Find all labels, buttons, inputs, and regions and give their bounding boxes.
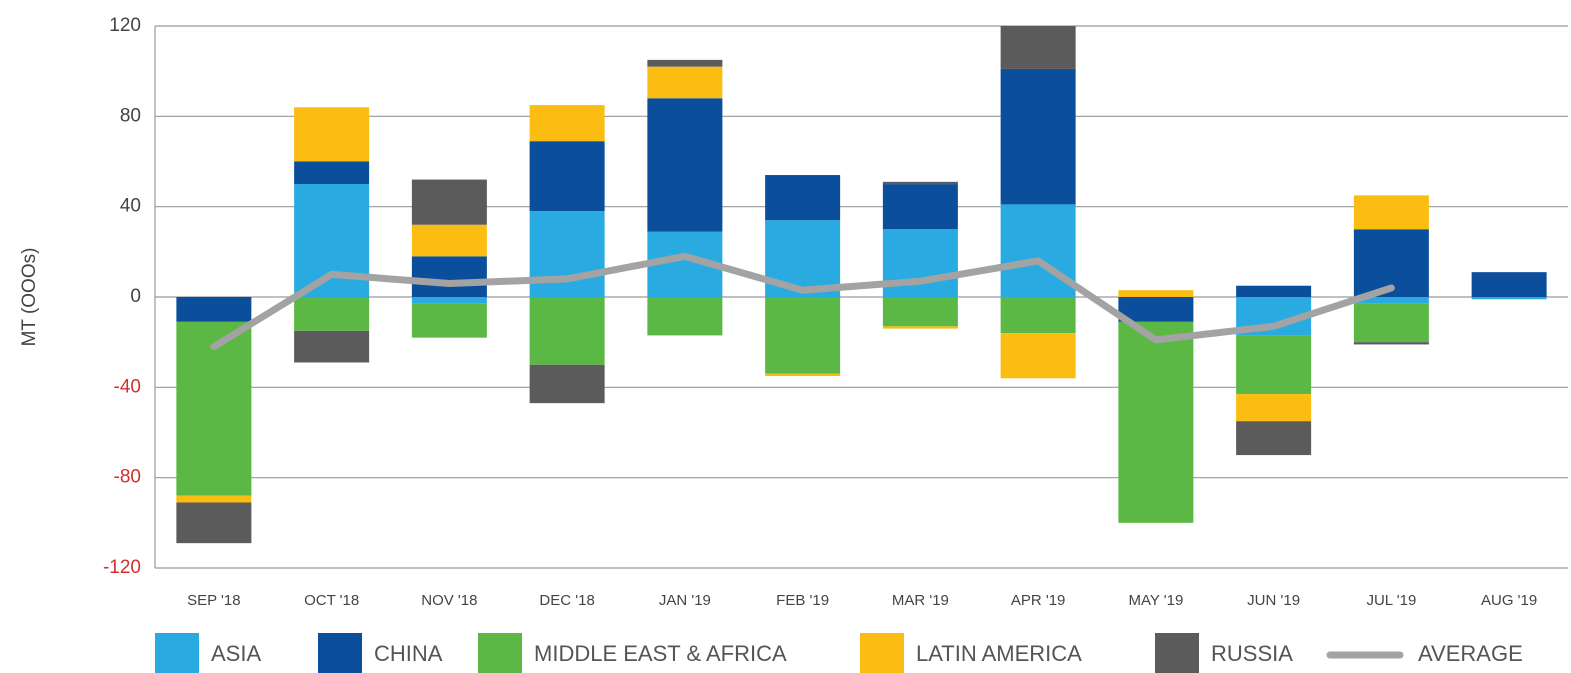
bar-segment [176, 321, 252, 496]
bar-segment [1236, 285, 1312, 297]
x-tick-label: OCT '18 [304, 592, 359, 609]
x-tick-label: NOV '18 [421, 592, 477, 609]
y-tick-label: 80 [120, 105, 141, 126]
x-tick-label: AUG '19 [1481, 592, 1537, 609]
legend-label: RUSSIA [1211, 641, 1293, 666]
x-tick-label: JUN '19 [1247, 592, 1300, 609]
bar-segment [176, 297, 252, 322]
y-tick-label: -40 [114, 376, 141, 397]
y-tick-label: -120 [103, 557, 141, 578]
bar-segment [647, 297, 723, 336]
bar-segment [1000, 204, 1076, 297]
bar-segment [294, 107, 370, 162]
bar-segment [647, 59, 723, 67]
y-tick-label: 40 [120, 196, 141, 217]
legend-swatch [155, 633, 199, 673]
legend-label: ASIA [211, 641, 261, 666]
x-tick-label: APR '19 [1011, 592, 1066, 609]
y-tick-label: 0 [130, 286, 141, 307]
bar-segment [529, 105, 605, 142]
bar-segment [882, 184, 958, 230]
bar-segment [1353, 297, 1429, 304]
bar-segment [1236, 335, 1312, 395]
legend-label: MIDDLE EAST & AFRICA [534, 641, 787, 666]
x-tick-label: MAY '19 [1128, 592, 1183, 609]
bar-segment [411, 256, 487, 297]
bar-segment [1000, 297, 1076, 334]
bar-segment [1471, 272, 1547, 297]
bar-segment [882, 181, 958, 185]
bar-segment [1000, 68, 1076, 205]
legend-swatch [860, 633, 904, 673]
x-tick-label: DEC '18 [539, 592, 594, 609]
bar-segment [1353, 342, 1429, 345]
x-tick-label: JAN '19 [659, 592, 711, 609]
bar-segment [411, 297, 487, 304]
bar-segment [1471, 297, 1547, 300]
bar-segment [294, 330, 370, 363]
bar-segment [529, 297, 605, 365]
bar-segment [1236, 394, 1312, 422]
legend-label: AVERAGE [1418, 641, 1523, 666]
bar-segment [411, 179, 487, 225]
y-axis-label: MT (OOOs) [19, 248, 40, 347]
bar-segment [1353, 195, 1429, 230]
bar-segment [529, 141, 605, 212]
bar-segment [294, 161, 370, 185]
bar-segment [647, 66, 723, 99]
bar-segment [411, 303, 487, 338]
bar-segment [1353, 303, 1429, 343]
bar-segment [1118, 290, 1194, 297]
bar-segment [1118, 297, 1194, 322]
legend-swatch [1155, 633, 1199, 673]
legend-swatch [318, 633, 362, 673]
bar-segment [294, 184, 370, 297]
bar-segment [176, 495, 252, 503]
bar-segment [882, 229, 958, 297]
x-tick-label: MAR '19 [892, 592, 949, 609]
bar-segment [294, 297, 370, 331]
x-tick-label: JUL '19 [1366, 592, 1416, 609]
legend-label: CHINA [374, 641, 443, 666]
bar-segment [529, 364, 605, 404]
bar-segment [529, 211, 605, 297]
bar-segment [765, 373, 841, 377]
legend-label: LATIN AMERICA [916, 641, 1082, 666]
bar-segment [1118, 321, 1194, 523]
average-line [210, 252, 1395, 351]
bar-segment [765, 297, 841, 374]
x-tick-label: FEB '19 [776, 592, 829, 609]
bar-segment [1000, 333, 1076, 379]
bar-segment [882, 297, 958, 327]
bar-segment [765, 175, 841, 221]
y-tick-label: 120 [109, 15, 141, 36]
bar-segment [647, 98, 723, 232]
legend-swatch [478, 633, 522, 673]
bar-segment [882, 326, 958, 329]
bar-segment [176, 502, 252, 544]
bar-segment [1236, 421, 1312, 456]
y-tick-label: -80 [114, 467, 141, 488]
bar-segment [411, 224, 487, 257]
bar-segment [1000, 26, 1076, 69]
x-tick-label: SEP '18 [187, 592, 240, 609]
